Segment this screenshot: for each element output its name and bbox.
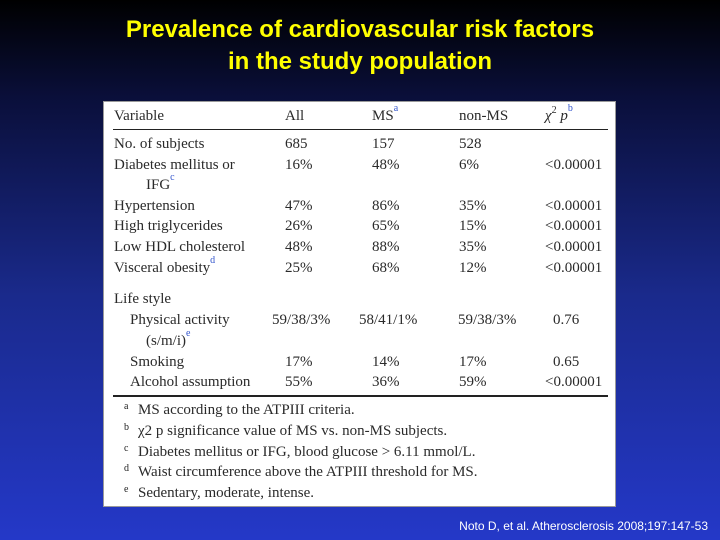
row-ms: 86% — [372, 198, 400, 214]
header-p: p — [556, 108, 568, 124]
row-p: <0.00001 — [545, 260, 603, 276]
row-label-text: Visceral obesity — [114, 260, 211, 276]
row-ms: 157 — [372, 136, 395, 152]
footnote-text: MS according to the ATPIII criteria. — [138, 402, 355, 418]
row-label: Low HDL cholesterol — [114, 239, 246, 255]
row-label: Physical activity — [130, 312, 230, 328]
row-footnote-marker: e — [186, 328, 191, 339]
row-label: Visceral obesityd — [114, 255, 216, 278]
header-variable: Variable — [114, 108, 164, 124]
row-label: IFGc — [146, 172, 175, 195]
header-chi-p: χ2 pb — [545, 103, 573, 126]
row-label: Diabetes mellitus or — [114, 157, 235, 173]
row-p: <0.00001 — [545, 198, 603, 214]
slide-title: Prevalence of cardiovascular risk factor… — [0, 14, 720, 78]
row-ms: 68% — [372, 260, 400, 276]
row-footnote-marker: c — [170, 172, 175, 183]
row-all: 47% — [285, 198, 313, 214]
citation: Noto D, et al. Atherosclerosis 2008;197:… — [459, 519, 708, 533]
row-all: 48% — [285, 239, 313, 255]
header-p-footnote: b — [567, 103, 573, 114]
footnote-text: Diabetes mellitus or IFG, blood glucose … — [138, 444, 476, 460]
row-nonms: 528 — [459, 136, 482, 152]
header-ms: MSa — [372, 103, 399, 126]
slide-title-line-1: Prevalence of cardiovascular risk factor… — [125, 16, 595, 43]
row-nonms: 6% — [459, 157, 479, 173]
row-label-text: IFG — [146, 177, 171, 193]
footnote-letter: d — [124, 463, 129, 474]
footnote-text: χ2 p significance value of MS vs. non-MS… — [138, 423, 448, 439]
row-label: (s/m/i)e — [146, 328, 191, 351]
row-label-text: (s/m/i) — [146, 333, 186, 349]
footnote-letter: c — [124, 443, 129, 454]
header-chi-sup: 2 — [551, 105, 557, 116]
row-label: Hypertension — [114, 198, 195, 214]
row-all: 55% — [285, 374, 313, 390]
row-footnote-marker: d — [210, 255, 216, 266]
row-ms: 88% — [372, 239, 400, 255]
header-ms-footnote: a — [393, 103, 399, 114]
row-p: <0.00001 — [545, 218, 603, 234]
row-ms: 48% — [372, 157, 400, 173]
slide-title-line-2: in the study population — [228, 48, 492, 75]
row-label: Smoking — [130, 354, 185, 370]
footnote-letter: e — [124, 484, 129, 495]
row-nonms: 12% — [459, 260, 487, 276]
row-all: 16% — [285, 157, 313, 173]
row-p: <0.00001 — [545, 157, 603, 173]
row-label: No. of subjects — [114, 136, 205, 152]
row-all: 17% — [285, 354, 313, 370]
row-p: <0.00001 — [545, 374, 603, 390]
row-nonms: 15% — [459, 218, 487, 234]
row-ms: 58/41/1% — [359, 312, 418, 328]
row-nonms: 17% — [459, 354, 487, 370]
header-rule — [113, 129, 608, 130]
row-ms: 65% — [372, 218, 400, 234]
row-label: High triglycerides — [114, 218, 223, 234]
section-label: Life style — [114, 291, 172, 307]
row-p: 0.76 — [553, 312, 580, 328]
row-nonms: 59/38/3% — [458, 312, 517, 328]
header-chi: χ — [545, 108, 552, 124]
row-all: 59/38/3% — [272, 312, 331, 328]
header-nonms: non-MS — [459, 108, 509, 124]
footnote-letter: a — [124, 401, 129, 412]
row-nonms: 35% — [459, 198, 487, 214]
row-p: 0.65 — [553, 354, 580, 370]
header-all: All — [285, 108, 305, 124]
footnote-text: Waist circumference above the ATPIII thr… — [138, 464, 478, 480]
row-ms: 36% — [372, 374, 400, 390]
row-all: 25% — [285, 260, 313, 276]
footnote-letter: b — [124, 422, 129, 433]
row-ms: 14% — [372, 354, 400, 370]
row-label: Alcohol assumption — [130, 374, 251, 390]
footnote-text: Sedentary, moderate, intense. — [138, 485, 315, 501]
row-p: <0.00001 — [545, 239, 603, 255]
row-nonms: 35% — [459, 239, 487, 255]
header-ms-text: MS — [372, 108, 394, 124]
row-all: 685 — [285, 136, 308, 152]
table-bottom-rule — [113, 395, 608, 397]
row-nonms: 59% — [459, 374, 487, 390]
table-panel: Variable All MSa non-MS χ2 pb No. of sub… — [103, 101, 616, 507]
row-all: 26% — [285, 218, 313, 234]
